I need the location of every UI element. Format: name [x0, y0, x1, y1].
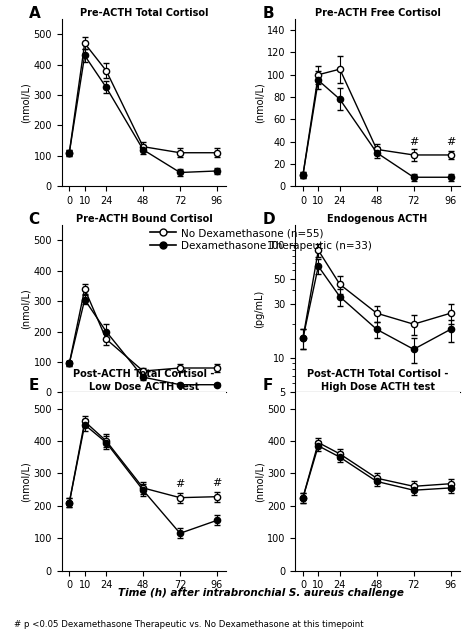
Text: E: E	[29, 378, 39, 393]
Text: #: #	[446, 136, 455, 146]
Title: Pre-ACTH Bound Cortisol: Pre-ACTH Bound Cortisol	[75, 214, 212, 224]
Text: D: D	[262, 212, 275, 227]
Title: Post-ACTH Total Cortisol -
High Dose ACTH test: Post-ACTH Total Cortisol - High Dose ACT…	[307, 369, 448, 392]
Text: #: #	[175, 479, 185, 489]
Title: Post-ACTH Total Cortisol -
Low Dose ACTH test: Post-ACTH Total Cortisol - Low Dose ACTH…	[73, 369, 215, 392]
Text: C: C	[29, 212, 40, 227]
Title: Pre-ACTH Free Cortisol: Pre-ACTH Free Cortisol	[315, 8, 440, 18]
Text: Time (h) after intrabronchial S. aureus challenge: Time (h) after intrabronchial S. aureus …	[118, 588, 404, 598]
Y-axis label: (nmol/L): (nmol/L)	[254, 461, 264, 502]
Y-axis label: (nmol/L): (nmol/L)	[254, 82, 264, 123]
Y-axis label: (nmol/L): (nmol/L)	[21, 461, 31, 502]
Y-axis label: (nmol/L): (nmol/L)	[21, 288, 31, 329]
Text: # p <0.05 Dexamethasone Therapeutic vs. No Dexamethasone at this timepoint: # p <0.05 Dexamethasone Therapeutic vs. …	[14, 620, 364, 629]
Title: Endogenous ACTH: Endogenous ACTH	[328, 214, 428, 224]
Legend: No Dexamethasone (n=55), Dexamethasone Therapeutic (n=33): No Dexamethasone (n=55), Dexamethasone T…	[146, 224, 376, 255]
Title: Pre-ACTH Total Cortisol: Pre-ACTH Total Cortisol	[80, 8, 208, 18]
Text: A: A	[29, 6, 40, 21]
Text: F: F	[262, 378, 273, 393]
Text: #: #	[212, 478, 222, 488]
Text: B: B	[262, 6, 274, 21]
Y-axis label: (pg/mL): (pg/mL)	[255, 290, 264, 328]
Text: #: #	[409, 136, 419, 146]
Y-axis label: (nmol/L): (nmol/L)	[21, 82, 31, 123]
